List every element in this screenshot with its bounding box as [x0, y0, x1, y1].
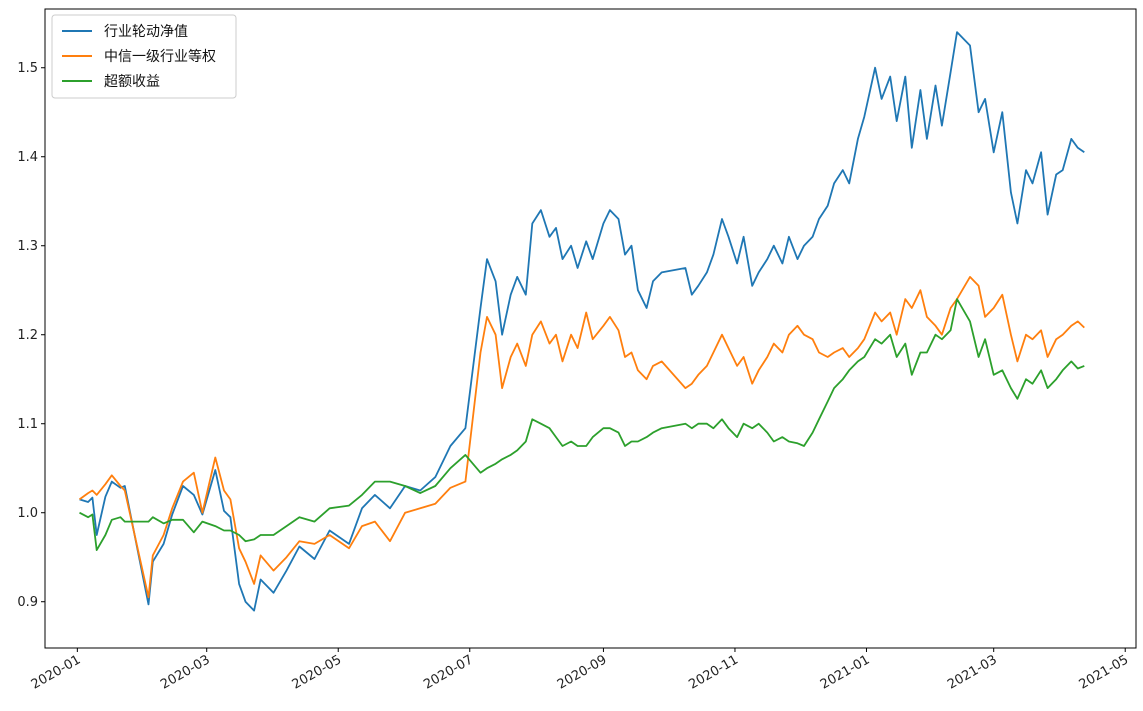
x-tick-label: 2020-05: [290, 652, 345, 692]
legend-label: 行业轮动净值: [104, 24, 188, 40]
legend-frame: [51, 14, 237, 99]
x-tick-label: 2020-03: [158, 652, 213, 692]
y-axis: 0.9 1.0 1.1 1.2 1.3 1.4 1.5: [17, 61, 45, 610]
x-tick-label: 2021-05: [1077, 652, 1132, 692]
y-tick-label: 1.2: [17, 328, 38, 343]
x-tick-label: 2020-11: [686, 652, 741, 692]
x-axis: 2020-01 2020-03 2020-05 2020-07 2020-09 2020-…: [29, 648, 1131, 693]
y-tick-label: 1.5: [17, 61, 38, 76]
x-tick-label: 2020-01: [29, 652, 84, 692]
legend-label: 超额收益: [104, 74, 160, 90]
x-tick-label: 2021-03: [945, 652, 1000, 692]
y-tick-label: 1.1: [17, 417, 38, 432]
series-line-3: [79, 298, 1085, 551]
series-line-1: [79, 31, 1085, 612]
y-tick-label: 1.3: [17, 239, 38, 254]
y-tick-label: 1.4: [17, 150, 38, 165]
x-tick-label: 2020-07: [421, 652, 476, 692]
legend-label: 中信一级行业等权: [104, 48, 216, 65]
plot-area-frame: [44, 8, 1137, 649]
series-line-2: [78, 276, 1085, 599]
y-tick-label: 1.0: [17, 506, 38, 521]
y-tick-label: 0.9: [17, 595, 38, 610]
x-tick-label: 2021-01: [818, 652, 873, 692]
x-tick-label: 2020-09: [555, 652, 610, 692]
series-layer: [78, 31, 1085, 612]
